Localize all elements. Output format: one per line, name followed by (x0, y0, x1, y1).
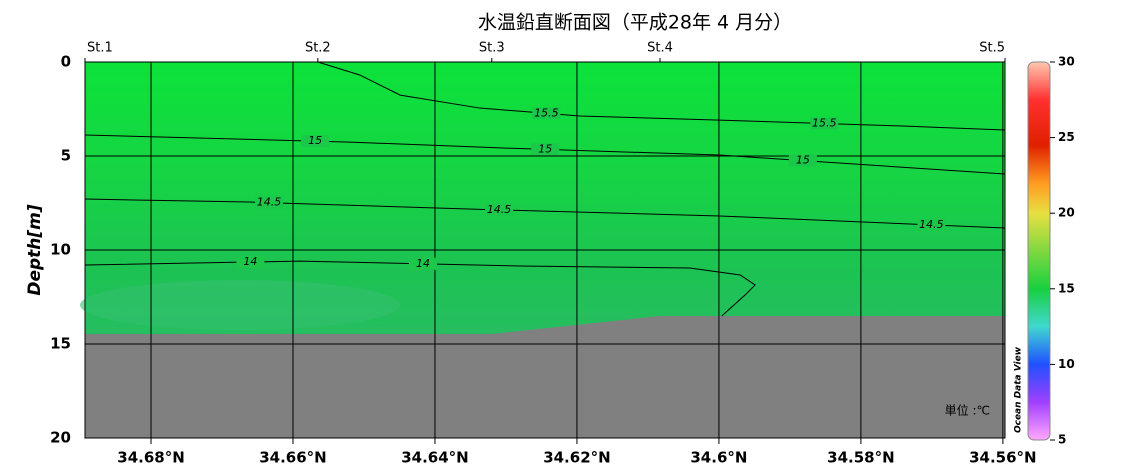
contour-label: 14 (416, 257, 430, 270)
contour-label-bg (255, 196, 284, 209)
x-tick-label: 34.68°N (117, 449, 185, 467)
y-tick-label: 15 (50, 335, 71, 353)
station-label: St.3 (479, 41, 505, 56)
contour-label: 14.5 (257, 196, 282, 209)
colorbar-tick-label: 15 (1058, 281, 1075, 295)
x-tick-label: 34.58°N (827, 449, 895, 467)
x-tick-label: 34.62°N (543, 449, 611, 467)
station-label: St.4 (647, 41, 673, 56)
contour-label: 15 (538, 142, 552, 155)
colorbar-tick-label: 5 (1058, 433, 1066, 447)
y-tick-label: 0 (61, 53, 71, 71)
contour-label-bg (485, 203, 514, 216)
x-tick-label: 34.56°N (969, 449, 1037, 467)
contour-label-bg (301, 135, 330, 148)
colorbar (1027, 61, 1051, 441)
contour-label-bg (531, 143, 560, 156)
unit-note: 単位 :℃ (945, 403, 990, 418)
y-tick-label: 10 (50, 241, 71, 259)
bottom-topography (85, 315, 1005, 438)
contour-label: 15 (308, 134, 322, 147)
contour-label-bg (788, 154, 817, 167)
field-shade (80, 280, 400, 330)
station-label: St.1 (87, 41, 113, 56)
y-tick-label: 5 (61, 147, 71, 165)
contour-label: 14 (243, 255, 257, 268)
y-tick-label: 20 (50, 429, 71, 447)
contour-line (84, 260, 756, 317)
colorbar-tick-label: 20 (1058, 206, 1075, 220)
title-box (440, 8, 830, 38)
contour-label: 15.5 (812, 116, 837, 129)
contour-label: 14.5 (919, 218, 944, 231)
station-label: St.2 (305, 41, 331, 56)
colorbar-tick-label: 30 (1058, 55, 1075, 69)
contour-label-bg (236, 256, 265, 269)
chart-title: 水温鉛直断面図（平成28年 4 月分） (478, 12, 792, 34)
contour-label-bg (409, 257, 438, 270)
contour-label: 14.5 (487, 203, 512, 216)
colorbar-tick-label: 25 (1058, 130, 1075, 144)
contour-label: 15.5 (534, 106, 559, 119)
x-tick-label: 34.64°N (401, 449, 469, 467)
x-tick-label: 34.66°N (259, 449, 327, 467)
contour-line (317, 61, 1006, 131)
contour-label: 15 (796, 154, 810, 167)
station-label: St.5 (979, 41, 1005, 56)
plot-frame (84, 61, 1006, 439)
contour-label-bg (532, 107, 561, 120)
watermark: Ocean Data View (1014, 346, 1024, 433)
x-tick-label: 34.6°N (690, 449, 747, 467)
colorbar-tick-label: 10 (1058, 357, 1075, 371)
y-axis-label: Depth[m] (25, 204, 45, 296)
contour-label-bg (810, 117, 839, 130)
contour-label-bg (917, 218, 946, 231)
